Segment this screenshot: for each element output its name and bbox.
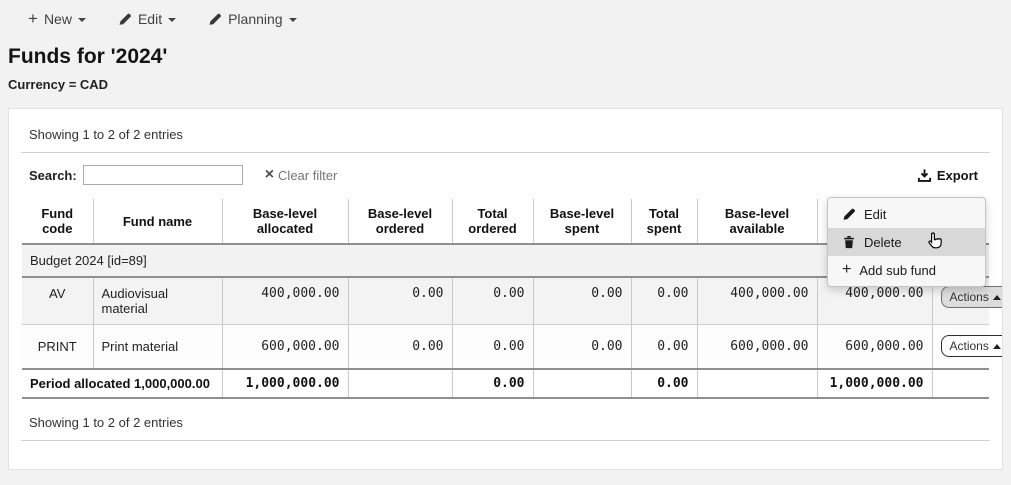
base-available-cell: 600,000.00 bbox=[696, 324, 817, 369]
actions-cell: Actions bbox=[931, 324, 1002, 369]
col-header-fund-code[interactable]: Fund code bbox=[22, 199, 93, 245]
period-allocated-label: Period allocated 1,000,000.00 bbox=[22, 367, 222, 399]
chevron-up-icon bbox=[992, 294, 1001, 300]
mouse-cursor-hand bbox=[928, 232, 942, 249]
fund-code-cell: PRINT bbox=[22, 324, 93, 369]
clear-filter-label: Clear filter bbox=[278, 167, 338, 183]
chevron-up-icon bbox=[992, 343, 1001, 349]
footer-actions-empty bbox=[931, 367, 989, 399]
table-controls: Search: × Clear filter Export bbox=[29, 165, 982, 185]
base-allocated-cell: 600,000.00 bbox=[221, 324, 348, 369]
actions-button-print[interactable]: Actions bbox=[940, 335, 1002, 358]
footer-base-spent bbox=[532, 367, 631, 399]
entries-info-top: Showing 1 to 2 of 2 entries bbox=[29, 127, 183, 142]
table-row-print: PRINT Print material 600,000.00 0.00 0.0… bbox=[22, 324, 1002, 369]
col-header-base-spent[interactable]: Base-level spent bbox=[532, 199, 631, 245]
menu-item-add-sub-fund-label: Add sub fund bbox=[859, 262, 936, 278]
menu-item-delete-label: Delete bbox=[864, 234, 902, 250]
col-header-base-allocated[interactable]: Base-level allocated bbox=[221, 199, 348, 245]
total-ordered-cell: 0.00 bbox=[451, 277, 533, 325]
pencil-icon bbox=[119, 13, 131, 25]
col-header-base-ordered[interactable]: Base-level ordered bbox=[347, 199, 452, 245]
footer-base-ordered bbox=[347, 367, 452, 399]
actions-context-menu: Edit Delete + Add sub fund bbox=[827, 197, 986, 287]
chevron-down-icon bbox=[168, 17, 177, 22]
new-menu-button[interactable]: + New bbox=[28, 10, 86, 27]
actions-button-av[interactable]: Actions bbox=[940, 286, 1002, 308]
plus-icon: + bbox=[28, 9, 38, 28]
export-label: Export bbox=[936, 167, 978, 183]
entries-info-bottom: Showing 1 to 2 of 2 entries bbox=[29, 414, 183, 430]
total-ordered-cell: 0.00 bbox=[451, 324, 533, 369]
pencil-icon bbox=[209, 13, 222, 25]
edit-menu-label: Edit bbox=[137, 10, 163, 27]
actions-button-label: Actions bbox=[949, 339, 989, 354]
page-title: Funds for '2024' bbox=[8, 45, 168, 68]
search-input[interactable] bbox=[82, 165, 243, 185]
export-button[interactable]: Export bbox=[917, 168, 978, 183]
footer-base-available bbox=[696, 367, 817, 399]
fund-code-cell: AV bbox=[22, 277, 93, 325]
total-available-cell: 600,000.00 bbox=[816, 324, 932, 369]
funds-panel: Showing 1 to 2 of 2 entries Search: × Cl… bbox=[8, 108, 1003, 470]
chevron-down-icon bbox=[77, 17, 86, 22]
divider bbox=[21, 439, 990, 441]
col-header-fund-name[interactable]: Fund name bbox=[92, 199, 222, 245]
toolbar: + New Edit Planning bbox=[0, 0, 1011, 35]
menu-item-edit-label: Edit bbox=[864, 206, 887, 222]
base-ordered-cell: 0.00 bbox=[347, 277, 452, 325]
pencil-icon bbox=[843, 208, 855, 220]
planning-menu-label: Planning bbox=[228, 10, 283, 27]
actions-button-label: Actions bbox=[949, 290, 989, 304]
col-header-total-ordered[interactable]: Total ordered bbox=[451, 199, 533, 245]
base-spent-cell: 0.00 bbox=[532, 324, 631, 369]
fund-name-cell: Audiovisual material bbox=[92, 277, 222, 325]
funds-table: Fund code Fund name Base-level allocated… bbox=[22, 199, 1002, 399]
base-allocated-cell: 400,000.00 bbox=[221, 277, 348, 325]
footer-total-available: 1,000,000.00 bbox=[816, 367, 932, 399]
planning-menu-button[interactable]: Planning bbox=[208, 11, 297, 27]
new-menu-label: New bbox=[43, 10, 72, 27]
plus-icon: + bbox=[842, 261, 852, 278]
col-header-base-available[interactable]: Base-level available bbox=[696, 199, 817, 245]
edit-menu-button[interactable]: Edit bbox=[118, 10, 177, 27]
menu-item-add-sub-fund[interactable]: + Add sub fund bbox=[828, 256, 985, 284]
divider bbox=[21, 152, 990, 153]
chevron-down-icon bbox=[288, 17, 297, 22]
footer-total-spent: 0.00 bbox=[630, 367, 697, 399]
footer-total-ordered: 0.00 bbox=[451, 367, 533, 399]
base-ordered-cell: 0.00 bbox=[347, 324, 452, 369]
currency-label: Currency = CAD bbox=[8, 77, 109, 92]
search-label: Search: bbox=[29, 167, 77, 183]
menu-item-delete[interactable]: Delete bbox=[828, 228, 985, 256]
table-footer-row: Period allocated 1,000,000.00 1,000,000.… bbox=[22, 367, 989, 399]
trash-icon bbox=[844, 236, 854, 249]
close-icon: × bbox=[264, 166, 275, 183]
col-header-total-spent[interactable]: Total spent bbox=[630, 199, 697, 245]
total-spent-cell: 0.00 bbox=[630, 324, 697, 369]
download-icon bbox=[917, 168, 931, 182]
footer-base-allocated: 1,000,000.00 bbox=[221, 367, 348, 399]
fund-name-cell: Print material bbox=[92, 324, 222, 369]
total-spent-cell: 0.00 bbox=[630, 277, 697, 325]
base-spent-cell: 0.00 bbox=[532, 277, 631, 325]
base-available-cell: 400,000.00 bbox=[696, 277, 817, 325]
menu-item-edit[interactable]: Edit bbox=[828, 200, 985, 228]
clear-filter-button[interactable]: × Clear filter bbox=[265, 167, 338, 183]
